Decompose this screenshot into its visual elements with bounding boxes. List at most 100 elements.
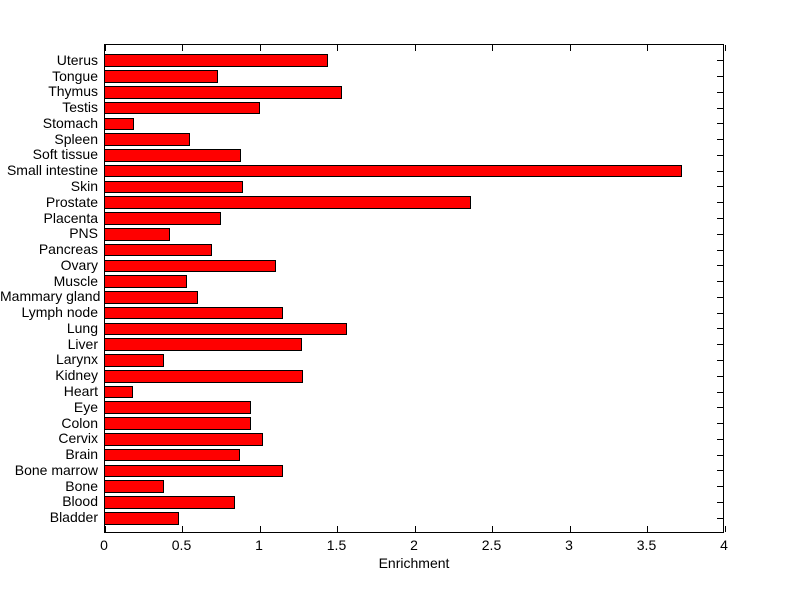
y-axis-tick: [717, 454, 723, 456]
bar-eye: [105, 401, 251, 415]
bar-placenta: [105, 212, 222, 225]
y-tick-label: Ovary: [60, 256, 98, 273]
bar-tongue: [105, 70, 219, 83]
x-axis-tick-bottom: [724, 526, 726, 532]
x-tick-label: 0: [100, 537, 108, 553]
bar-stomach: [105, 117, 135, 131]
y-tick-label: Prostate: [45, 193, 98, 210]
x-tick-label: 1: [255, 537, 263, 553]
y-axis-tick: [717, 186, 723, 188]
y-axis-tick: [717, 501, 723, 503]
y-tick-label: Placenta: [43, 209, 98, 226]
y-axis-tick: [717, 438, 723, 440]
y-axis-tick: [717, 60, 723, 62]
y-tick-label: Soft tissue: [32, 146, 98, 163]
y-tick-label: Larynx: [55, 351, 98, 368]
x-tick-label: 4: [720, 537, 728, 553]
x-axis-tick-top: [724, 45, 726, 51]
bar-bladder: [105, 511, 180, 525]
y-tick-label: Testis: [62, 99, 98, 116]
x-tick-label: 0.5: [171, 537, 192, 553]
bar-muscle: [105, 275, 188, 288]
bar-mammary-gland: [105, 291, 198, 304]
y-axis-tick: [717, 202, 723, 204]
bar-cervix: [105, 433, 264, 446]
y-tick-label: Liver: [67, 335, 98, 352]
y-tick-label: Eye: [73, 398, 98, 415]
x-axis-tick-bottom: [492, 526, 493, 532]
y-axis-tick: [717, 249, 723, 251]
y-axis-tick: [717, 296, 723, 298]
y-axis-tick: [717, 139, 723, 141]
plot-area: [104, 44, 726, 533]
y-tick-label: PNS: [69, 225, 98, 242]
bar-brain: [105, 448, 240, 462]
y-axis-tick: [717, 359, 723, 361]
y-axis-tick: [717, 423, 723, 425]
y-axis-tick: [717, 281, 723, 283]
x-axis-tick-bottom: [182, 526, 183, 532]
x-axis-tick-top: [647, 45, 648, 51]
y-axis-tick: [717, 123, 723, 125]
y-axis-tick: [717, 486, 723, 488]
y-tick-label: Pancreas: [38, 241, 98, 258]
x-tick-label: 2.5: [481, 537, 502, 553]
bar-blood: [105, 496, 236, 509]
y-tick-label: Muscle: [53, 272, 98, 289]
y-axis-tick: [717, 375, 723, 377]
y-axis-tick: [717, 91, 723, 93]
x-axis-tick-top: [104, 45, 106, 51]
y-tick-label: Brain: [65, 446, 98, 463]
y-tick-label: Thymus: [48, 83, 98, 100]
x-tick-label: 1.5: [326, 537, 347, 553]
y-tick-label: Small intestine: [6, 162, 98, 179]
x-axis-tick-bottom: [337, 526, 338, 532]
y-tick-label: Mammary gland: [0, 288, 101, 305]
y-tick-label: Bladder: [49, 509, 98, 526]
bar-small-intestine: [105, 164, 682, 178]
bar-lymph-node: [105, 306, 284, 320]
y-tick-label: Tongue: [52, 67, 98, 84]
bar-pns: [105, 227, 171, 241]
y-axis-tick: [717, 76, 723, 78]
y-tick-label: Stomach: [42, 114, 98, 131]
y-tick-label: Spleen: [54, 130, 98, 147]
y-tick-label: Heart: [63, 383, 98, 400]
bar-testis: [105, 101, 260, 115]
bar-ovary: [105, 259, 276, 273]
bar-colon: [105, 417, 251, 430]
x-axis-tick-top: [259, 45, 261, 51]
bar-uterus: [105, 54, 329, 68]
x-axis-title: Enrichment: [378, 555, 450, 571]
y-axis-tick: [717, 517, 723, 519]
bar-lung: [105, 322, 347, 336]
bar-bone: [105, 480, 164, 493]
y-tick-label: Lung: [66, 319, 98, 336]
y-axis-tick: [717, 265, 723, 267]
y-axis-tick: [717, 312, 723, 314]
bar-pancreas: [105, 243, 212, 257]
y-tick-label: Uterus: [56, 51, 98, 68]
x-axis-tick-top: [337, 45, 338, 51]
x-axis-tick-top: [414, 45, 416, 51]
bar-kidney: [105, 369, 304, 383]
y-axis-tick: [717, 328, 723, 330]
y-axis-tick: [717, 407, 723, 409]
y-tick-label: Cervix: [58, 430, 98, 447]
bar-heart: [105, 385, 133, 399]
y-axis-tick: [717, 170, 723, 172]
y-tick-label: Bone marrow: [14, 461, 98, 478]
x-tick-label: 3: [565, 537, 573, 553]
bar-liver: [105, 338, 302, 351]
x-axis-tick-top: [182, 45, 183, 51]
y-axis-tick: [717, 344, 723, 346]
y-axis-tick: [717, 233, 723, 235]
x-axis-tick-top: [492, 45, 493, 51]
x-axis-tick-bottom: [104, 526, 106, 532]
x-axis-tick-bottom: [414, 526, 416, 532]
x-axis-tick-bottom: [647, 526, 648, 532]
x-axis-tick-bottom: [259, 526, 261, 532]
y-axis-tick: [717, 218, 723, 220]
x-axis-tick-bottom: [569, 526, 571, 532]
y-axis-tick: [717, 154, 723, 156]
